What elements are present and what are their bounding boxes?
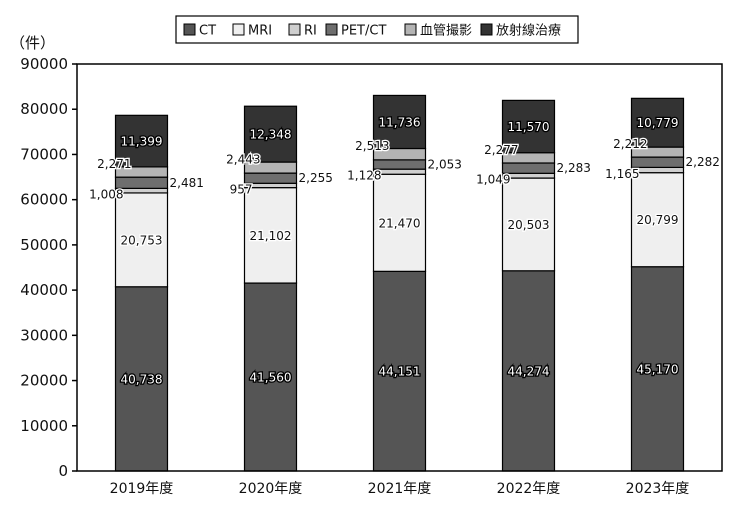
data-label: 11,399 (121, 135, 163, 149)
y-tick-label: 80000 (20, 100, 68, 118)
y-tick-label: 20000 (20, 372, 68, 390)
legend-label: MRI (248, 24, 272, 39)
legend: CT MRI RI PET/CT 血管撮影 放射線治療 (175, 15, 579, 44)
y-tick-label: 50000 (20, 236, 68, 254)
data-label: 1,165 (605, 167, 639, 181)
data-label: 2,053 (428, 158, 462, 172)
data-label: 2,277 (484, 143, 518, 157)
legend-swatch (288, 23, 301, 36)
bar-segment (630, 156, 685, 169)
x-tick-label: 2019年度 (110, 481, 174, 497)
plot-frame (76, 63, 723, 472)
unit-label: （件） (10, 34, 55, 52)
bar-segment (501, 99, 556, 154)
data-label: 957 (230, 182, 253, 196)
data-label: 1,049 (476, 173, 510, 187)
data-label: 2,282 (686, 155, 720, 169)
legend-label: RI (304, 24, 317, 39)
data-label: 11,736 (379, 115, 421, 129)
y-tick-label: 30000 (20, 326, 68, 344)
data-label: 21,102 (250, 229, 292, 243)
x-tick-label: 2021年度 (368, 481, 432, 497)
y-tick-label: 10000 (20, 417, 68, 435)
data-label: 2,255 (299, 171, 333, 185)
bar-segment (372, 94, 427, 150)
legend-swatch (325, 23, 338, 36)
legend-swatch (404, 23, 417, 36)
legend-swatch (183, 23, 196, 36)
data-label: 2,481 (170, 176, 204, 190)
bar-segment (243, 187, 298, 284)
data-label: 11,570 (508, 120, 550, 134)
x-tick-label: 2023年度 (626, 481, 690, 497)
legend-swatch (232, 23, 245, 36)
data-label: 20,799 (637, 213, 679, 227)
y-tick-label: 90000 (20, 55, 68, 73)
data-label: 2,212 (613, 137, 647, 151)
bar-segment (501, 177, 556, 272)
bar-segment (372, 173, 427, 272)
data-label: 12,348 (250, 128, 292, 142)
x-axis: 2019年度 2020年度 2021年度 2022年度 2023年度 (110, 481, 690, 497)
bar-segment (114, 114, 169, 168)
data-label: 2,443 (226, 153, 260, 167)
bar-segment (630, 172, 685, 268)
data-label: 2,513 (355, 139, 389, 153)
data-label: 41,560 (250, 371, 292, 385)
data-label: 45,170 (637, 362, 679, 376)
y-tick-label: 60000 (20, 191, 68, 209)
x-tick-label: 2022年度 (497, 481, 561, 497)
data-label: 20,503 (508, 218, 550, 232)
legend-swatch (480, 23, 493, 36)
bar-segment (630, 266, 685, 472)
data-label: 1,008 (89, 188, 123, 202)
y-tick-label: 40000 (20, 281, 68, 299)
data-label: 44,274 (508, 364, 550, 378)
data-label: 40,738 (121, 372, 163, 386)
legend-label: 血管撮影 (420, 23, 472, 39)
bars (114, 94, 685, 472)
y-tick-label: 0 (58, 462, 68, 480)
data-label: 2,283 (557, 161, 591, 175)
bar-segment (114, 286, 169, 472)
data-label: 20,753 (121, 233, 163, 247)
data-label: 44,151 (379, 365, 421, 379)
data-label: 10,779 (637, 116, 679, 130)
legend-label: 放射線治療 (496, 23, 561, 39)
data-labels: 40,738 20,753 1,008 2,481 2,271 11,399 41,560 2… (88, 114, 721, 388)
data-label: 21,470 (379, 216, 421, 230)
legend-label: PET/CT (341, 24, 386, 39)
bar-segment (372, 270, 427, 472)
bar-segment (630, 97, 685, 148)
y-axis: 0 10000 20000 30000 40000 50000 60000 70000 8000… (20, 55, 77, 480)
x-tick-label: 2020年度 (239, 481, 303, 497)
data-label: 2,271 (97, 157, 131, 171)
data-label: 1,128 (347, 169, 381, 183)
legend-label: CT (199, 24, 216, 39)
bar-segment (114, 192, 169, 288)
bar-segment (243, 105, 298, 163)
y-tick-label: 70000 (20, 145, 68, 163)
